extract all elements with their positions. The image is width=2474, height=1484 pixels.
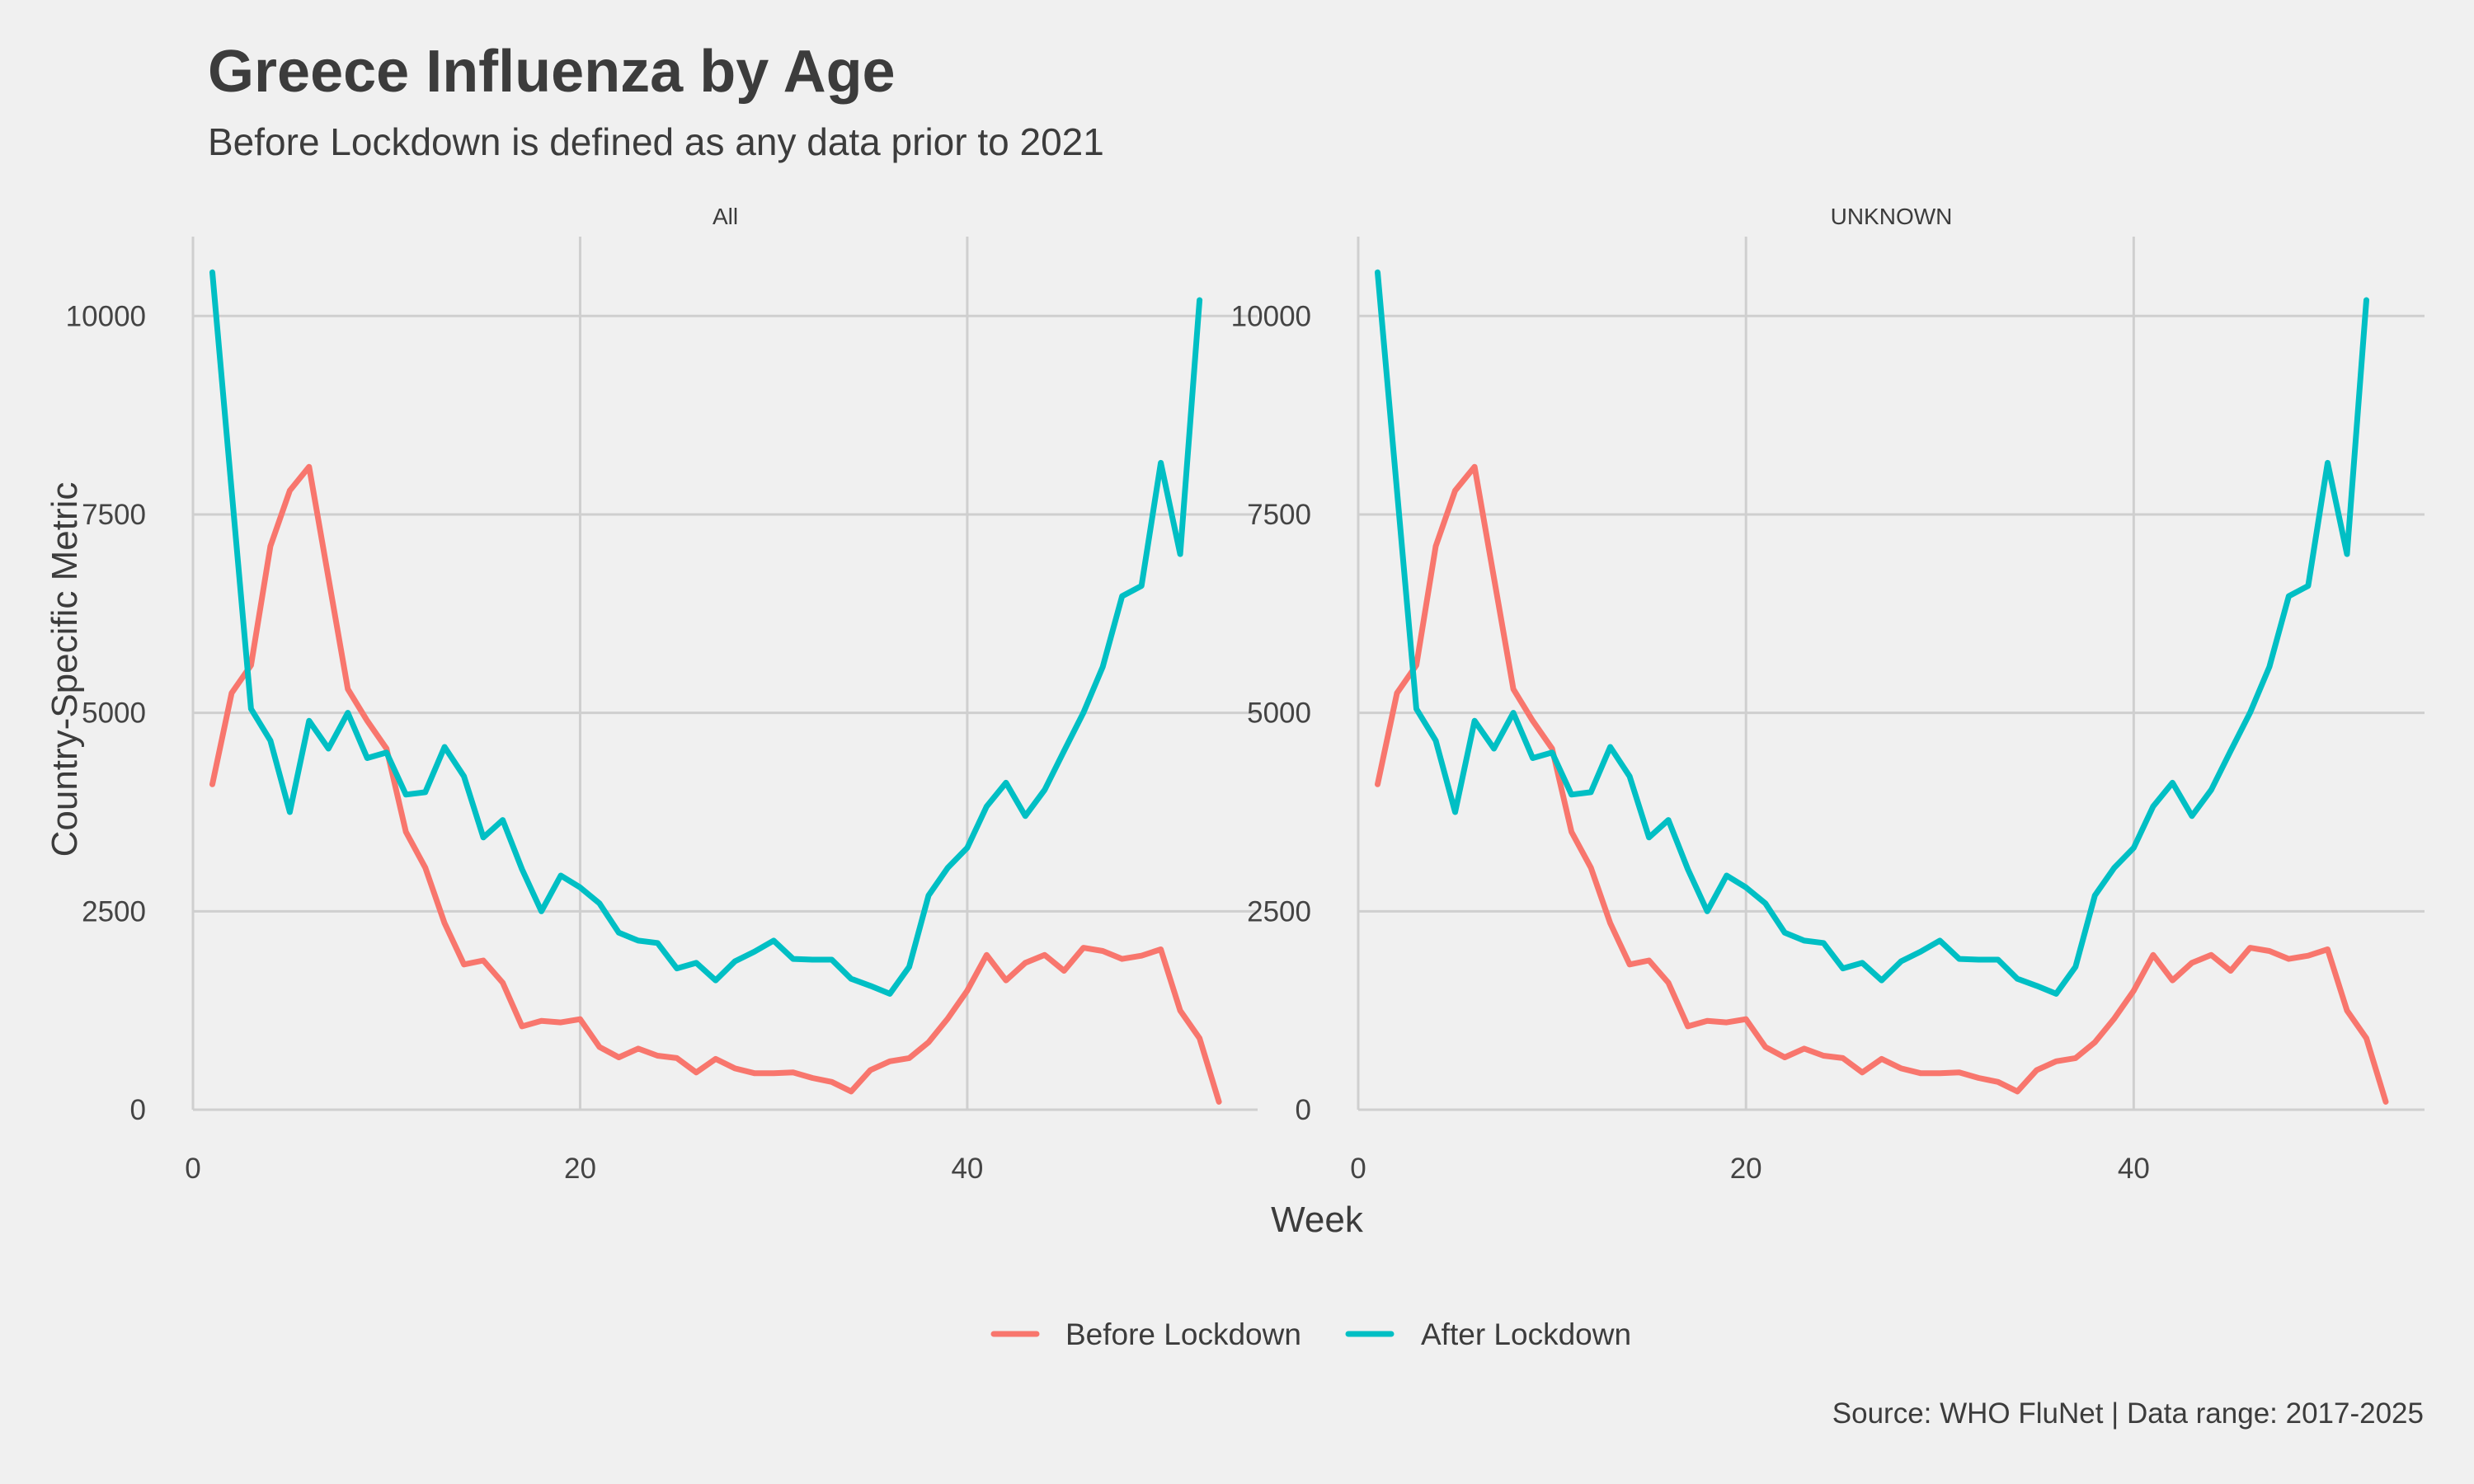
panel-unknown: 0 2500 5000 7500 10000 0 20 40 UNKNOWN (1231, 204, 2425, 1185)
series-line-after-lockdown (1375, 269, 2369, 997)
y-tick-label: 7500 (1247, 499, 1311, 531)
series-line-before-lockdown (1375, 463, 2389, 1105)
legend-label-before: Before Lockdown (1065, 1317, 1301, 1351)
y-tick-label: 10000 (66, 300, 146, 332)
panel-all: 0 2500 5000 7500 10000 0 20 40 All (66, 204, 1258, 1185)
y-tick-label: 10000 (1231, 300, 1311, 332)
y-tick-label: 0 (1296, 1094, 1311, 1126)
y-tick-label: 5000 (82, 697, 146, 730)
panel-ticks: 0 2500 5000 7500 10000 0 20 40 (1231, 300, 2150, 1185)
panel-strip-label: UNKNOWN (1831, 204, 1953, 229)
x-tick-label: 0 (185, 1153, 200, 1185)
panel-grid (191, 237, 1258, 1111)
x-axis-title: Week (1271, 1200, 1364, 1240)
series-line-before-lockdown (209, 463, 1222, 1105)
x-tick-label: 40 (2118, 1153, 2150, 1185)
y-axis-title: Country-Specific Metric (45, 482, 85, 857)
y-tick-label: 0 (130, 1094, 146, 1126)
chart-subtitle: Before Lockdown is defined as any data p… (208, 120, 1104, 163)
x-tick-label: 40 (951, 1153, 983, 1185)
y-tick-label: 7500 (82, 499, 146, 531)
y-tick-label: 5000 (1247, 697, 1311, 730)
panel-grid (1357, 237, 2425, 1111)
panel-ticks: 0 2500 5000 7500 10000 0 20 40 (66, 300, 984, 1185)
x-tick-label: 20 (564, 1153, 596, 1185)
panel-series (1375, 269, 2389, 1105)
y-tick-label: 2500 (1247, 895, 1311, 928)
series-line-after-lockdown (209, 269, 1203, 997)
x-tick-label: 0 (1350, 1153, 1366, 1185)
panel-strip-label: All (713, 204, 738, 229)
chart-title: Greece Influenza by Age (208, 39, 896, 105)
legend: Before Lockdown After Lockdown (990, 1317, 1631, 1351)
legend-label-after: After Lockdown (1421, 1317, 1631, 1351)
chart-caption: Source: WHO FluNet | Data range: 2017-20… (1832, 1397, 2424, 1430)
y-tick-label: 2500 (82, 895, 146, 928)
panel-series (209, 269, 1222, 1105)
x-tick-label: 20 (1730, 1153, 1762, 1185)
